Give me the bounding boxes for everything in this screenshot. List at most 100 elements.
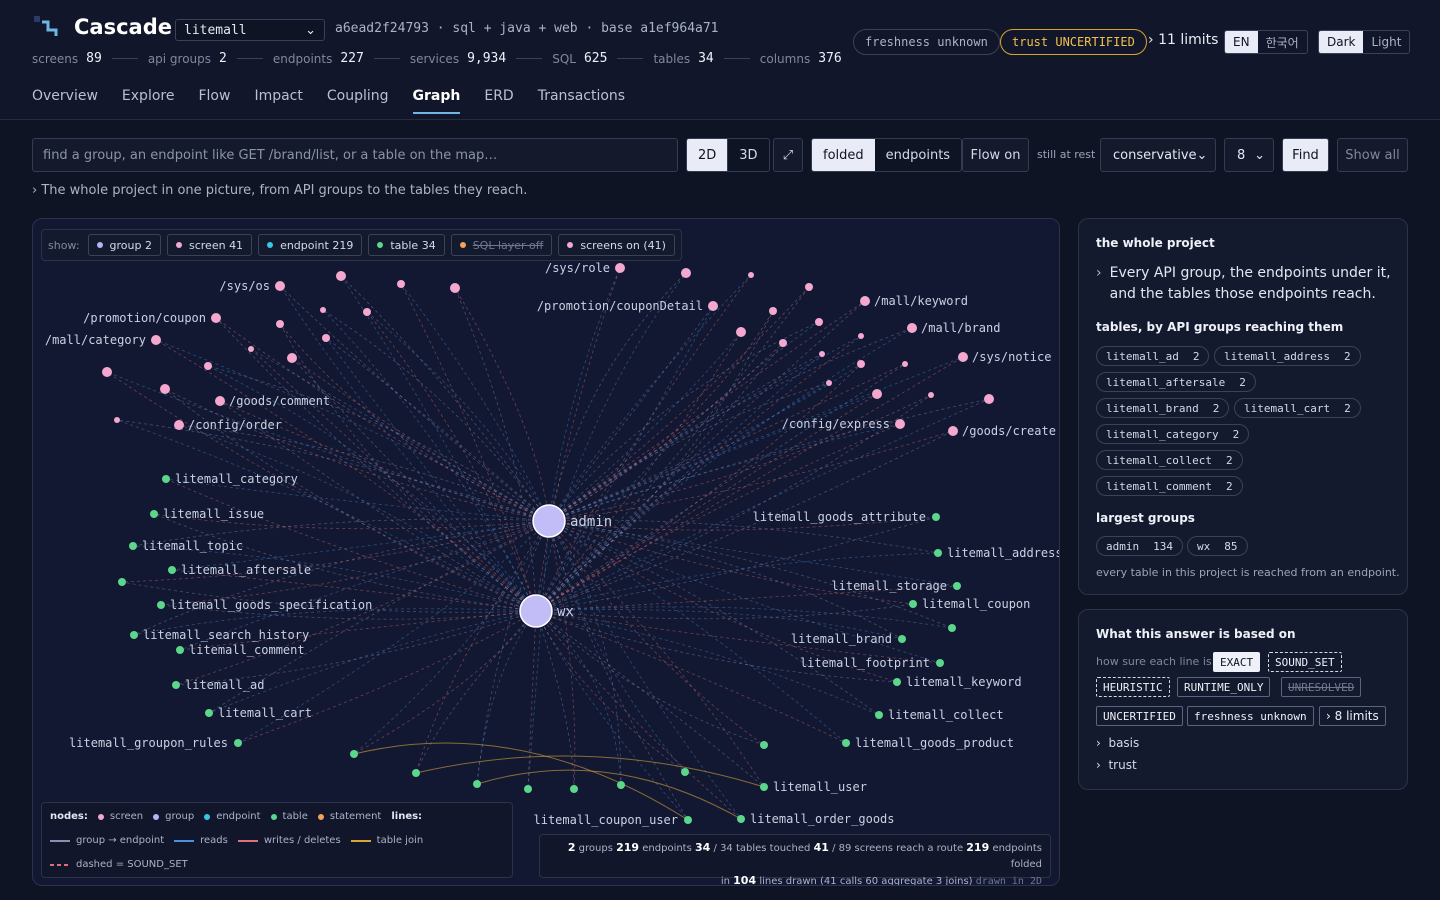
- find-button[interactable]: Find: [1282, 138, 1329, 172]
- table-node[interactable]: [948, 624, 956, 632]
- table-node[interactable]: [162, 475, 170, 483]
- screen-node[interactable]: [102, 367, 112, 377]
- screen-node[interactable]: [805, 283, 813, 291]
- table-node[interactable]: [570, 785, 578, 793]
- table-node[interactable]: [150, 510, 158, 518]
- screen-node[interactable]: [895, 419, 905, 429]
- search-input[interactable]: find a group, an endpoint like GET /bran…: [32, 138, 678, 172]
- show-filter-chip[interactable]: SQL layer off: [450, 234, 553, 256]
- table-node[interactable]: [157, 601, 165, 609]
- table-node[interactable]: [205, 709, 213, 717]
- screen-node[interactable]: [902, 361, 908, 367]
- table-node[interactable]: [684, 816, 692, 824]
- tab-flow[interactable]: Flow: [198, 88, 231, 104]
- screen-node[interactable]: [336, 271, 346, 281]
- table-node[interactable]: [932, 513, 940, 521]
- theme-light[interactable]: Light: [1371, 35, 1402, 49]
- table-tag[interactable]: litemall_cart 2: [1234, 398, 1361, 418]
- table-node[interactable]: [934, 549, 942, 557]
- table-node[interactable]: [898, 635, 906, 643]
- screen-node[interactable]: [114, 417, 120, 423]
- level-sound-set[interactable]: SOUND_SET: [1268, 652, 1342, 672]
- tab-overview[interactable]: Overview: [32, 88, 98, 104]
- level-runtime-only[interactable]: RUNTIME_ONLY: [1177, 677, 1271, 697]
- table-node[interactable]: [234, 739, 242, 747]
- table-node[interactable]: [350, 750, 358, 758]
- table-node[interactable]: [524, 785, 532, 793]
- group-node[interactable]: [519, 594, 553, 628]
- lang-en[interactable]: EN: [1225, 31, 1258, 53]
- screen-node[interactable]: [275, 281, 285, 291]
- table-tag[interactable]: litemall_comment 2: [1096, 476, 1243, 496]
- panel-desc[interactable]: › Every API group, the endpoints under i…: [1096, 263, 1396, 305]
- table-node[interactable]: [118, 578, 126, 586]
- screen-node[interactable]: [907, 323, 917, 333]
- table-node[interactable]: [953, 582, 961, 590]
- table-node[interactable]: [760, 783, 768, 791]
- mode-select[interactable]: conservative ⌄: [1100, 138, 1216, 172]
- screen-node[interactable]: [287, 353, 297, 363]
- table-node[interactable]: [737, 815, 745, 823]
- screen-node[interactable]: [151, 335, 161, 345]
- table-node[interactable]: [473, 780, 481, 788]
- screen-node[interactable]: [211, 313, 221, 323]
- repo-select[interactable]: litemall ⌄: [175, 19, 325, 41]
- screen-node[interactable]: [928, 392, 934, 398]
- screen-node[interactable]: [858, 333, 864, 339]
- screen-node[interactable]: [681, 268, 691, 278]
- tab-impact[interactable]: Impact: [254, 88, 303, 104]
- screen-node[interactable]: [450, 283, 460, 293]
- dim-2d-button[interactable]: 2D: [687, 139, 728, 171]
- screen-node[interactable]: [615, 263, 625, 273]
- screen-node[interactable]: [204, 362, 212, 370]
- table-node[interactable]: [875, 711, 883, 719]
- screen-node[interactable]: [860, 296, 870, 306]
- screen-node[interactable]: [363, 308, 371, 316]
- screen-node[interactable]: [819, 351, 825, 357]
- show-all-button[interactable]: Show all: [1337, 138, 1408, 172]
- status-freshness[interactable]: freshness unknown: [1187, 706, 1314, 726]
- trust-badge[interactable]: trust UNCERTIFIED: [1000, 29, 1147, 55]
- table-node[interactable]: [842, 739, 850, 747]
- table-node[interactable]: [129, 542, 137, 550]
- screen-node[interactable]: [748, 272, 754, 278]
- table-node[interactable]: [936, 659, 944, 667]
- show-filter-chip[interactable]: screens on (41): [558, 234, 675, 256]
- screen-node[interactable]: [826, 380, 832, 386]
- tab-graph[interactable]: Graph: [412, 88, 460, 114]
- table-tag[interactable]: litemall_address 2: [1214, 346, 1361, 366]
- status-limits[interactable]: › 8 limits: [1319, 706, 1386, 726]
- screen-node[interactable]: [736, 327, 746, 337]
- screen-node[interactable]: [815, 318, 823, 326]
- table-node[interactable]: [168, 566, 176, 574]
- screen-node[interactable]: [215, 396, 225, 406]
- screen-node[interactable]: [948, 426, 958, 436]
- tab-erd[interactable]: ERD: [484, 88, 514, 104]
- graph-svg[interactable]: /sys/os/sys/role/promotion/coupon/promot…: [33, 219, 1060, 886]
- basis-link[interactable]: › basis: [1096, 736, 1139, 750]
- screen-node[interactable]: [322, 334, 330, 342]
- screen-node[interactable]: [984, 394, 994, 404]
- screen-node[interactable]: [857, 360, 865, 368]
- freshness-badge[interactable]: freshness unknown: [853, 29, 1000, 55]
- table-node[interactable]: [412, 769, 420, 777]
- lang-ko[interactable]: 한국어: [1265, 35, 1299, 50]
- graph-caption[interactable]: › The whole project in one picture, from…: [32, 183, 527, 198]
- table-tag[interactable]: litemall_ad 2: [1096, 346, 1210, 366]
- screen-node[interactable]: [397, 280, 405, 288]
- group-node[interactable]: [532, 504, 566, 538]
- table-tag[interactable]: litemall_aftersale 2: [1096, 372, 1256, 392]
- tab-explore[interactable]: Explore: [121, 88, 175, 104]
- table-tag[interactable]: litemall_collect 2: [1096, 450, 1243, 470]
- dim-3d-button[interactable]: 3D: [727, 139, 768, 171]
- show-filter-chip[interactable]: screen 41: [167, 234, 253, 256]
- table-node[interactable]: [760, 741, 768, 749]
- screen-node[interactable]: [769, 307, 777, 315]
- screen-node[interactable]: [276, 320, 284, 328]
- graph-canvas[interactable]: /sys/os/sys/role/promotion/coupon/promot…: [32, 218, 1060, 886]
- group-tag[interactable]: admin 134: [1096, 536, 1183, 556]
- screen-node[interactable]: [174, 420, 184, 430]
- screen-node[interactable]: [320, 307, 326, 313]
- table-tag[interactable]: litemall_brand 2: [1096, 398, 1230, 418]
- theme-dark[interactable]: Dark: [1319, 31, 1364, 53]
